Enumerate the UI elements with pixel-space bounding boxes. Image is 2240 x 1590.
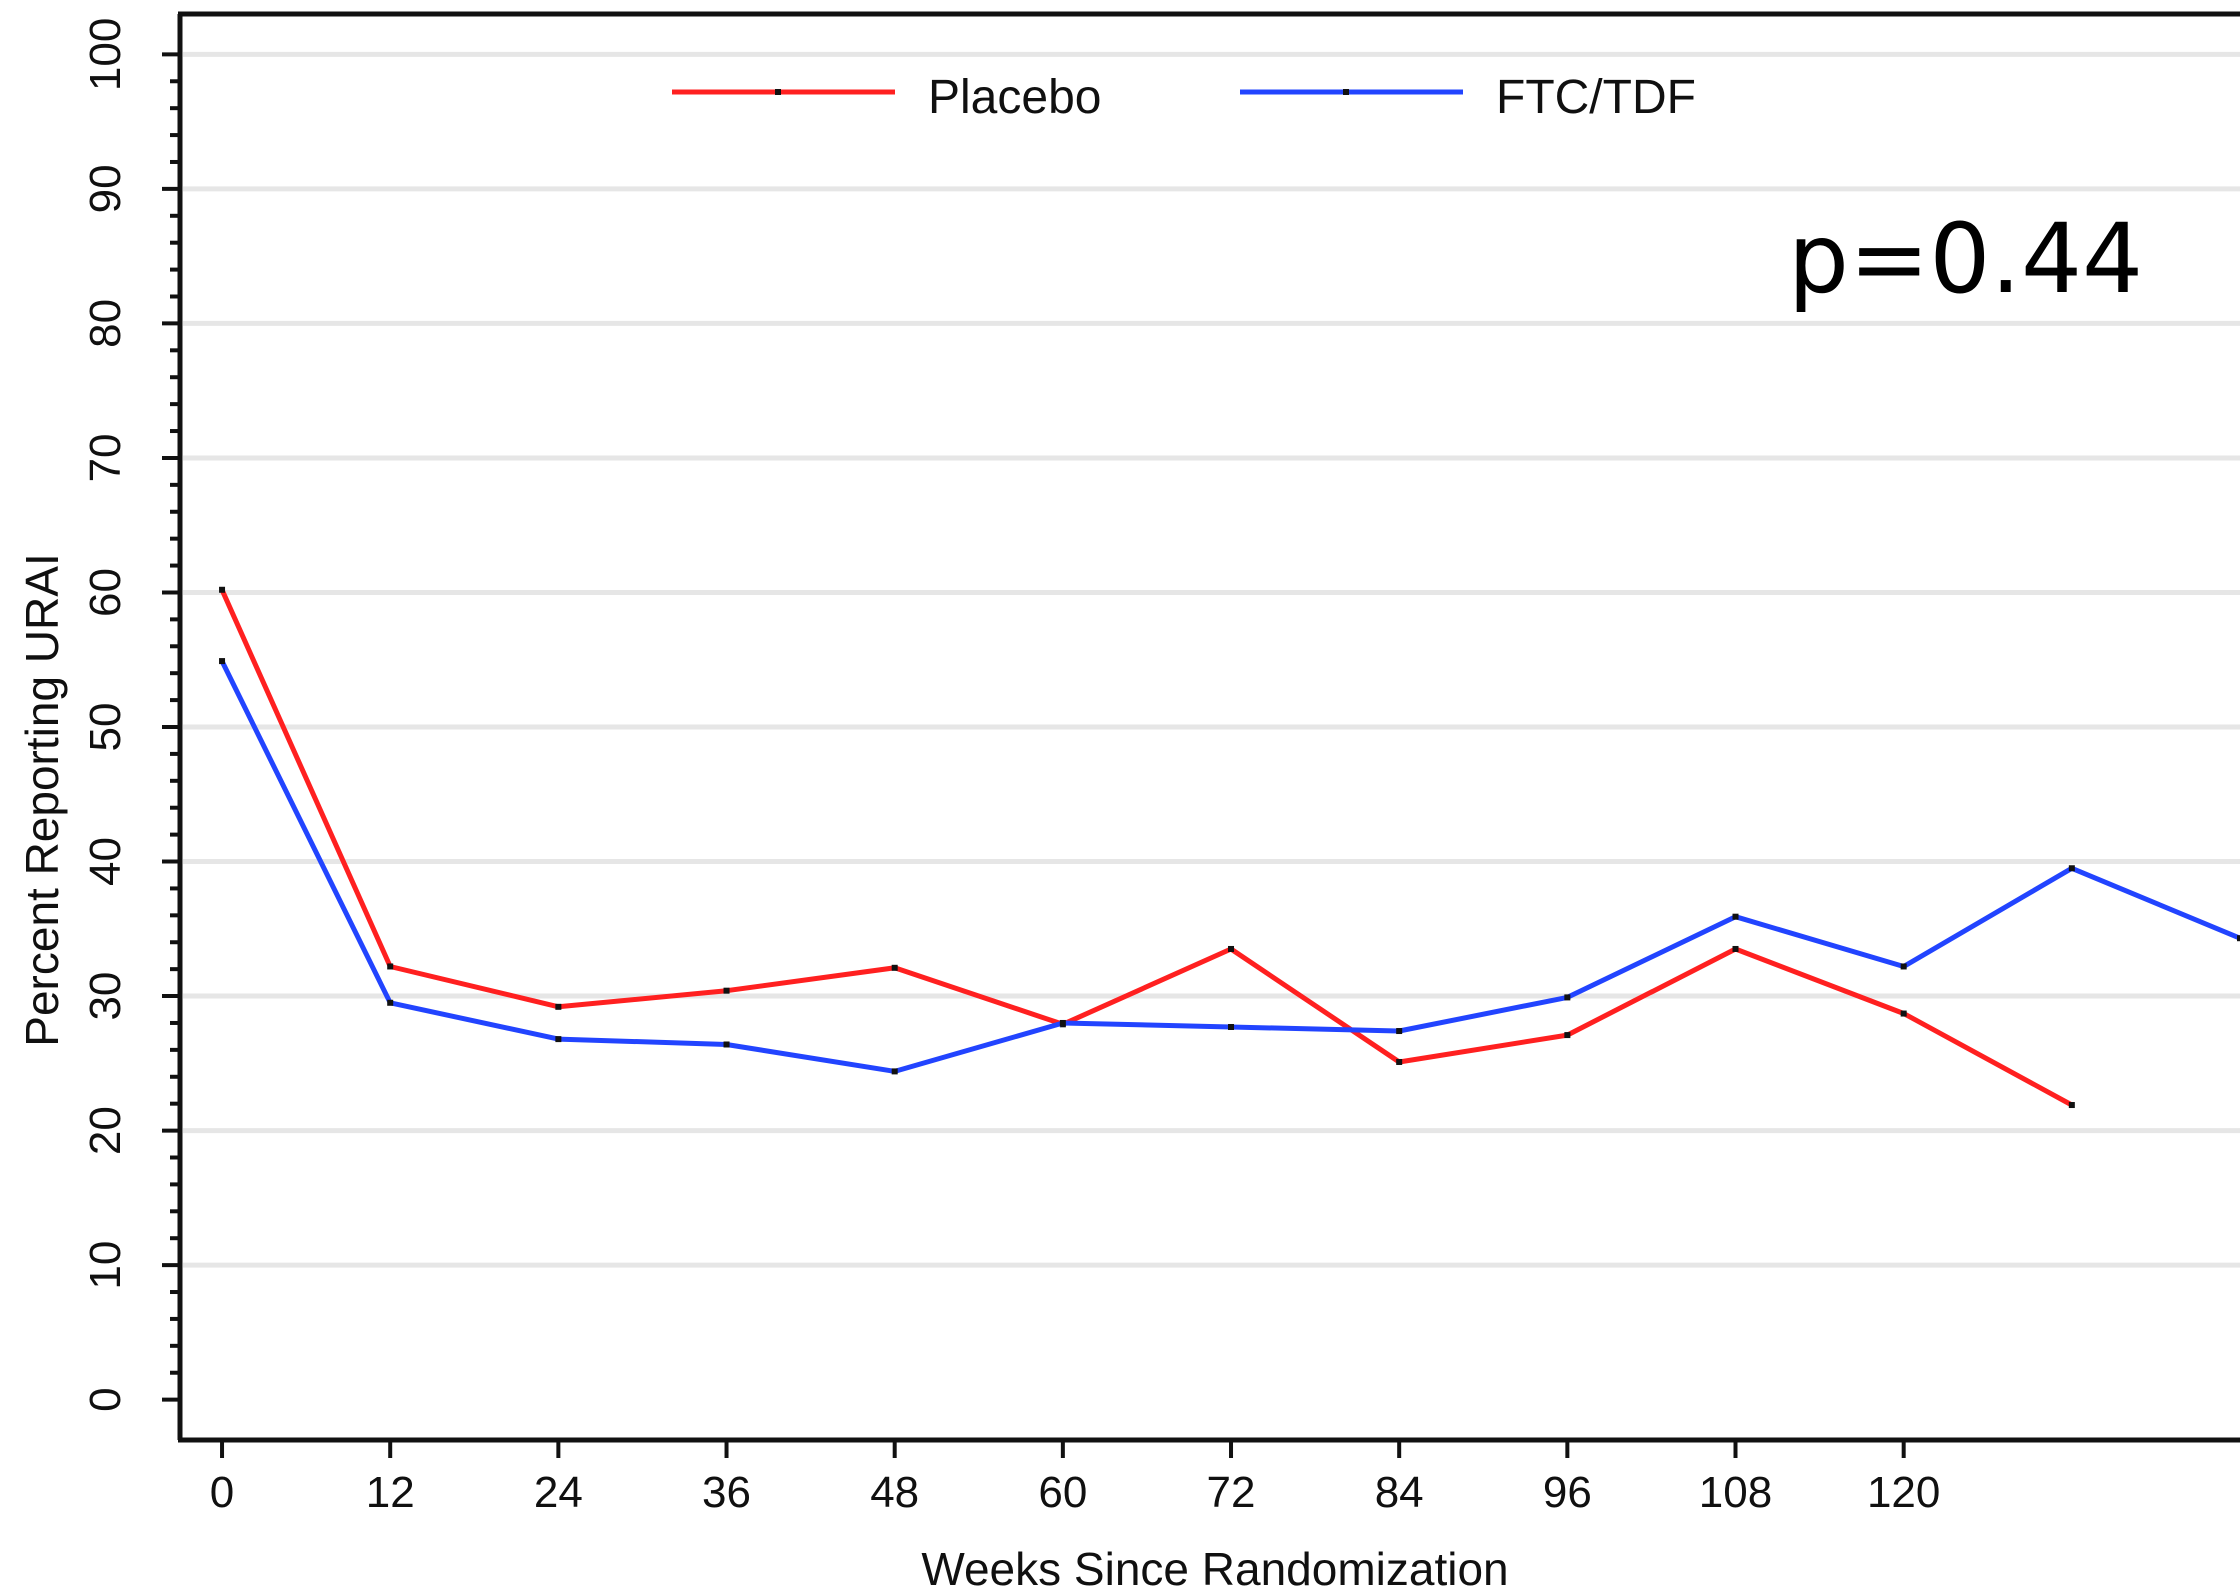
y-tick-label-40: 40: [81, 837, 130, 886]
x-tick-label-120: 120: [1867, 1468, 1940, 1517]
x-tick-label-24: 24: [534, 1468, 583, 1517]
y-tick-label-0: 0: [81, 1387, 130, 1411]
data-point-placebo-24: [555, 1003, 562, 1010]
y-axis-title: Percent Reporting URAI: [16, 553, 68, 1046]
y-tick-label-90: 90: [81, 164, 130, 213]
data-point-ftc-tdf-36: [723, 1041, 730, 1048]
series-layer: [219, 586, 2240, 1109]
y-tick-label-10: 10: [81, 1241, 130, 1290]
y-tick-label-60: 60: [81, 568, 130, 617]
data-point-ftc-tdf-108: [1732, 913, 1739, 920]
data-point-ftc-tdf-24: [555, 1036, 562, 1043]
legend-label-ftc-tdf: FTC/TDF: [1496, 71, 1696, 124]
legend-entry-placebo: Placebo: [672, 71, 1101, 124]
data-point-placebo-96: [1564, 1032, 1571, 1039]
legend-marker-placebo: [775, 89, 781, 95]
series-line-placebo: [219, 588, 2073, 1108]
data-point-ftc-tdf-12: [387, 999, 394, 1006]
x-tick-label-72: 72: [1207, 1468, 1256, 1517]
data-point-placebo-132: [2068, 1102, 2075, 1109]
x-tick-label-36: 36: [702, 1468, 751, 1517]
y-tick-label-80: 80: [81, 299, 130, 348]
x-tick-label-12: 12: [366, 1468, 415, 1517]
ticks: 0 10 20 30 40 50 60 70 80 90 100 0 12 24 36 48 60 72 84 96 1…: [81, 18, 1940, 1517]
data-point-ftc-tdf-96: [1564, 994, 1571, 1001]
x-tick-label-48: 48: [870, 1468, 919, 1517]
series-placebo: [219, 586, 2075, 1109]
data-point-ftc-tdf-60: [1059, 1019, 1066, 1026]
data-point-ftc-tdf-120: [1900, 963, 1907, 970]
data-point-placebo-108: [1732, 945, 1739, 952]
data-point-placebo-12: [387, 963, 394, 970]
data-point-ftc-tdf-72: [1228, 1023, 1235, 1030]
series-line-ftc-tdf: [219, 659, 2240, 1074]
x-tick-label-60: 60: [1038, 1468, 1087, 1517]
legend-entry-ftc-tdf: FTC/TDF: [1240, 71, 1696, 124]
data-point-ftc-tdf-84: [1396, 1028, 1403, 1035]
data-point-ftc-tdf-0: [219, 658, 226, 665]
x-tick-label-0: 0: [210, 1468, 234, 1517]
series-ftc-tdf: [219, 658, 2240, 1075]
data-point-placebo-36: [723, 987, 730, 994]
data-point-placebo-84: [1396, 1058, 1403, 1065]
data-point-placebo-0: [219, 586, 226, 593]
data-point-placebo-72: [1228, 945, 1235, 952]
y-tick-label-20: 20: [81, 1106, 130, 1155]
x-tick-label-108: 108: [1699, 1468, 1772, 1517]
data-point-ftc-tdf-132: [2068, 865, 2075, 872]
legend: Placebo FTC/TDF: [672, 71, 1696, 124]
data-point-ftc-tdf-144: [2237, 935, 2240, 942]
data-point-ftc-tdf-48: [891, 1068, 898, 1075]
data-point-placebo-120: [1900, 1010, 1907, 1017]
gridlines: [183, 51, 2240, 1268]
y-tick-label-100: 100: [81, 18, 130, 91]
legend-label-placebo: Placebo: [928, 71, 1101, 124]
x-axis-title: Weeks Since Randomization: [921, 1543, 1508, 1590]
x-tick-label-84: 84: [1375, 1468, 1424, 1517]
y-tick-label-30: 30: [81, 972, 130, 1021]
data-point-placebo-48: [891, 964, 898, 971]
p-value-annotation: p=0.44: [1788, 203, 2143, 315]
x-tick-label-96: 96: [1543, 1468, 1592, 1517]
legend-marker-ftc-tdf: [1343, 89, 1349, 95]
y-tick-label-70: 70: [81, 433, 130, 482]
y-tick-label-50: 50: [81, 703, 130, 752]
